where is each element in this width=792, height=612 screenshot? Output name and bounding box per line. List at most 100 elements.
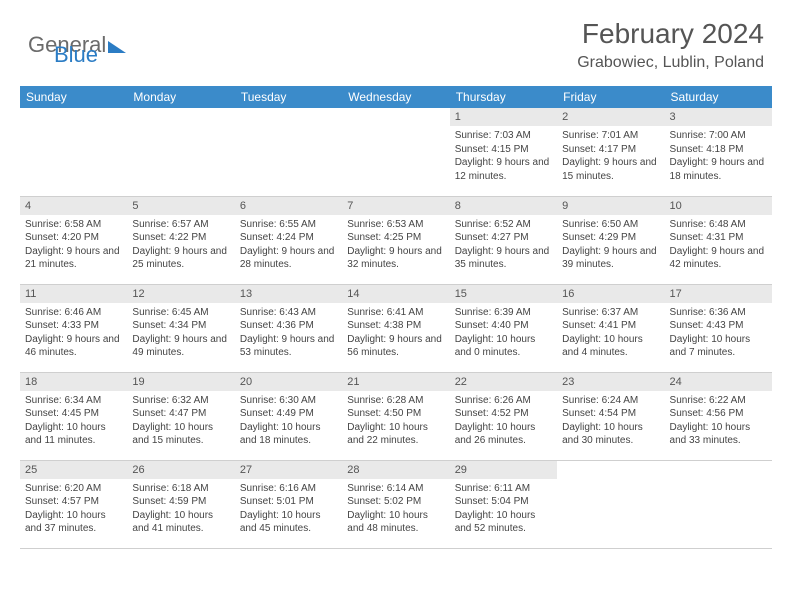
day-number: 14 [342,285,449,303]
calendar-day-cell [127,108,234,196]
day-number: 19 [127,373,234,391]
sunset-line: Sunset: 4:36 PM [240,319,337,333]
day-body: Sunrise: 6:28 AMSunset: 4:50 PMDaylight:… [342,391,449,453]
calendar-day-cell: 11Sunrise: 6:46 AMSunset: 4:33 PMDayligh… [20,284,127,372]
sunset-line: Sunset: 4:27 PM [455,231,552,245]
day-number: 1 [450,108,557,126]
calendar-day-cell: 12Sunrise: 6:45 AMSunset: 4:34 PMDayligh… [127,284,234,372]
daylight-line: Daylight: 10 hours and 52 minutes. [455,509,552,536]
daylight-line: Daylight: 9 hours and 49 minutes. [132,333,229,360]
day-body: Sunrise: 6:43 AMSunset: 4:36 PMDaylight:… [235,303,342,365]
daylight-line: Daylight: 10 hours and 18 minutes. [240,421,337,448]
sunrise-line: Sunrise: 7:01 AM [562,129,659,143]
sunrise-line: Sunrise: 7:00 AM [670,129,767,143]
day-body: Sunrise: 6:57 AMSunset: 4:22 PMDaylight:… [127,215,234,277]
day-body: Sunrise: 7:03 AMSunset: 4:15 PMDaylight:… [450,126,557,188]
day-body: Sunrise: 6:18 AMSunset: 4:59 PMDaylight:… [127,479,234,541]
sunset-line: Sunset: 4:24 PM [240,231,337,245]
day-number: 5 [127,197,234,215]
sunrise-line: Sunrise: 7:03 AM [455,129,552,143]
calendar-day-cell: 4Sunrise: 6:58 AMSunset: 4:20 PMDaylight… [20,196,127,284]
daylight-line: Daylight: 9 hours and 53 minutes. [240,333,337,360]
sunrise-line: Sunrise: 6:18 AM [132,482,229,496]
day-body: Sunrise: 6:52 AMSunset: 4:27 PMDaylight:… [450,215,557,277]
sunset-line: Sunset: 4:43 PM [670,319,767,333]
day-body: Sunrise: 6:58 AMSunset: 4:20 PMDaylight:… [20,215,127,277]
day-body: Sunrise: 6:14 AMSunset: 5:02 PMDaylight:… [342,479,449,541]
calendar-day-cell: 28Sunrise: 6:14 AMSunset: 5:02 PMDayligh… [342,460,449,548]
day-body: Sunrise: 6:30 AMSunset: 4:49 PMDaylight:… [235,391,342,453]
sunrise-line: Sunrise: 6:58 AM [25,218,122,232]
day-number: 26 [127,461,234,479]
day-number: 17 [665,285,772,303]
day-body: Sunrise: 6:20 AMSunset: 4:57 PMDaylight:… [20,479,127,541]
sunrise-line: Sunrise: 6:52 AM [455,218,552,232]
calendar-day-cell: 7Sunrise: 6:53 AMSunset: 4:25 PMDaylight… [342,196,449,284]
daylight-line: Daylight: 9 hours and 46 minutes. [25,333,122,360]
calendar-day-cell: 3Sunrise: 7:00 AMSunset: 4:18 PMDaylight… [665,108,772,196]
daylight-line: Daylight: 10 hours and 0 minutes. [455,333,552,360]
daylight-line: Daylight: 10 hours and 15 minutes. [132,421,229,448]
calendar-day-cell: 10Sunrise: 6:48 AMSunset: 4:31 PMDayligh… [665,196,772,284]
calendar-week-row: 25Sunrise: 6:20 AMSunset: 4:57 PMDayligh… [20,460,772,548]
day-number: 10 [665,197,772,215]
sunrise-line: Sunrise: 6:46 AM [25,306,122,320]
sunrise-line: Sunrise: 6:36 AM [670,306,767,320]
title-block: February 2024 Grabowiec, Lublin, Poland [577,18,764,72]
daylight-line: Daylight: 9 hours and 21 minutes. [25,245,122,272]
daylight-line: Daylight: 9 hours and 35 minutes. [455,245,552,272]
day-number: 21 [342,373,449,391]
day-number: 6 [235,197,342,215]
day-body: Sunrise: 6:48 AMSunset: 4:31 PMDaylight:… [665,215,772,277]
sunrise-line: Sunrise: 6:11 AM [455,482,552,496]
daylight-line: Daylight: 10 hours and 48 minutes. [347,509,444,536]
day-body: Sunrise: 6:50 AMSunset: 4:29 PMDaylight:… [557,215,664,277]
calendar-day-cell: 19Sunrise: 6:32 AMSunset: 4:47 PMDayligh… [127,372,234,460]
calendar-week-row: 4Sunrise: 6:58 AMSunset: 4:20 PMDaylight… [20,196,772,284]
day-number: 18 [20,373,127,391]
sunset-line: Sunset: 4:25 PM [347,231,444,245]
daylight-line: Daylight: 10 hours and 41 minutes. [132,509,229,536]
sunrise-line: Sunrise: 6:34 AM [25,394,122,408]
daylight-line: Daylight: 10 hours and 33 minutes. [670,421,767,448]
calendar-day-cell: 29Sunrise: 6:11 AMSunset: 5:04 PMDayligh… [450,460,557,548]
sunrise-line: Sunrise: 6:30 AM [240,394,337,408]
day-number: 25 [20,461,127,479]
day-body: Sunrise: 6:55 AMSunset: 4:24 PMDaylight:… [235,215,342,277]
day-number: 7 [342,197,449,215]
calendar-day-cell: 26Sunrise: 6:18 AMSunset: 4:59 PMDayligh… [127,460,234,548]
calendar-day-cell: 8Sunrise: 6:52 AMSunset: 4:27 PMDaylight… [450,196,557,284]
calendar-day-cell: 14Sunrise: 6:41 AMSunset: 4:38 PMDayligh… [342,284,449,372]
day-number: 24 [665,373,772,391]
sunset-line: Sunset: 4:54 PM [562,407,659,421]
sunset-line: Sunset: 4:18 PM [670,143,767,157]
calendar-day-cell: 2Sunrise: 7:01 AMSunset: 4:17 PMDaylight… [557,108,664,196]
sunset-line: Sunset: 4:47 PM [132,407,229,421]
calendar-day-cell: 1Sunrise: 7:03 AMSunset: 4:15 PMDaylight… [450,108,557,196]
daylight-line: Daylight: 9 hours and 28 minutes. [240,245,337,272]
calendar-day-cell: 9Sunrise: 6:50 AMSunset: 4:29 PMDaylight… [557,196,664,284]
day-body: Sunrise: 6:34 AMSunset: 4:45 PMDaylight:… [20,391,127,453]
sunrise-line: Sunrise: 6:57 AM [132,218,229,232]
day-body: Sunrise: 7:01 AMSunset: 4:17 PMDaylight:… [557,126,664,188]
day-body: Sunrise: 6:45 AMSunset: 4:34 PMDaylight:… [127,303,234,365]
daylight-line: Daylight: 9 hours and 25 minutes. [132,245,229,272]
day-body: Sunrise: 6:53 AMSunset: 4:25 PMDaylight:… [342,215,449,277]
sunrise-line: Sunrise: 6:37 AM [562,306,659,320]
sunset-line: Sunset: 5:01 PM [240,495,337,509]
day-number: 15 [450,285,557,303]
sunset-line: Sunset: 4:38 PM [347,319,444,333]
day-body: Sunrise: 6:32 AMSunset: 4:47 PMDaylight:… [127,391,234,453]
day-body: Sunrise: 6:41 AMSunset: 4:38 PMDaylight:… [342,303,449,365]
day-body: Sunrise: 6:39 AMSunset: 4:40 PMDaylight:… [450,303,557,365]
sunrise-line: Sunrise: 6:45 AM [132,306,229,320]
daylight-line: Daylight: 10 hours and 30 minutes. [562,421,659,448]
weekday-header: Saturday [665,86,772,108]
calendar-day-cell: 6Sunrise: 6:55 AMSunset: 4:24 PMDaylight… [235,196,342,284]
sunrise-line: Sunrise: 6:24 AM [562,394,659,408]
sunset-line: Sunset: 4:45 PM [25,407,122,421]
sunset-line: Sunset: 4:49 PM [240,407,337,421]
sunset-line: Sunset: 4:20 PM [25,231,122,245]
daylight-line: Daylight: 10 hours and 7 minutes. [670,333,767,360]
calendar-day-cell: 17 Sunrise: 6:36 AMSunset: 4:43 PMDayligh… [665,284,772,372]
